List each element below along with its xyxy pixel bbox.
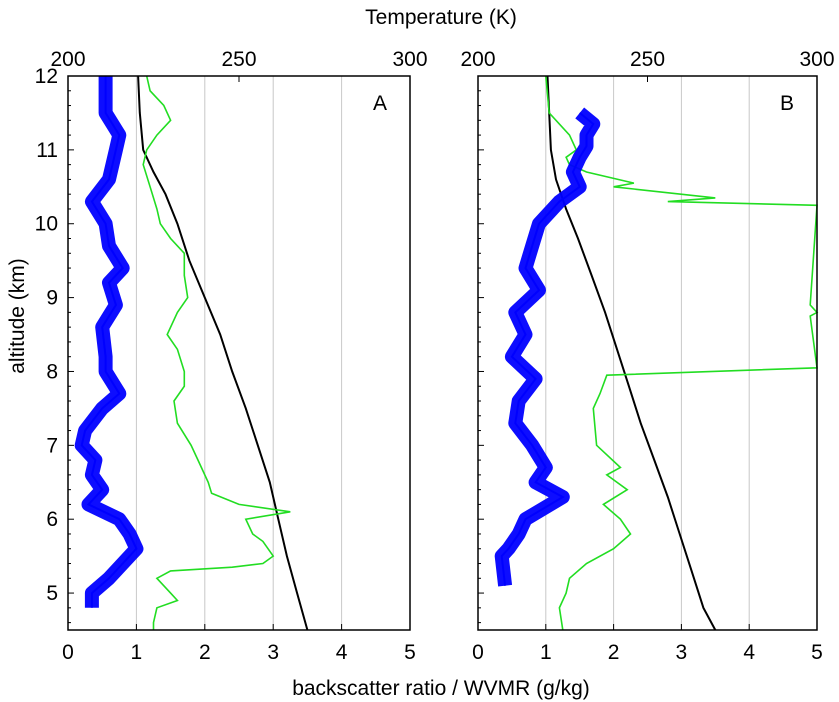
panel-b-temperature-line: [546, 75, 717, 631]
panel-a-backscatter-line: [80, 76, 138, 608]
panel-a-x-tick-label: 3: [267, 641, 279, 664]
panel-a-x-tick-label: 0: [62, 641, 74, 664]
panel-a-x-tick-label: 2: [199, 641, 211, 664]
panel-a-y-tick-label: 5: [46, 582, 58, 605]
panel-b-x2-tick-label: 250: [630, 48, 665, 71]
bottom-axis-label: backscatter ratio / WVMR (g/kg): [292, 677, 590, 700]
panel-a-x2-tick-label: 250: [221, 48, 256, 71]
panel-a-label: A: [373, 92, 387, 115]
panel-a-x2-tick-label: 200: [50, 48, 85, 71]
panel-a-x-tick-label: 4: [336, 641, 348, 664]
panel-b-x-tick-label: 2: [608, 641, 620, 664]
panel-b-x-tick-label: 0: [472, 641, 484, 664]
panel-a-x-tick-label: 1: [131, 641, 143, 664]
panel-b-frame: [477, 75, 818, 631]
panel-a-x2-tick-label: 300: [392, 48, 427, 71]
panel-a-temperature-line: [137, 75, 309, 631]
panel-b-x-tick-label: 4: [743, 641, 755, 664]
y-axis-label: altitude (km): [6, 258, 29, 374]
panel-a-y-tick-label: 8: [46, 360, 58, 383]
top-axis-label: Temperature (K): [365, 6, 517, 29]
panel-a-y-tick-label: 10: [35, 213, 58, 236]
panel-a-y-tick-label: 11: [36, 139, 58, 162]
panel-a-y-tick-label: 12: [35, 65, 58, 88]
panel-b-x-tick-label: 3: [676, 641, 688, 664]
panel-a-backscatter-band: [74, 76, 144, 608]
panel-b-backscatter-line: [500, 112, 595, 586]
panel-b-x2-tick-label: 300: [799, 48, 834, 71]
panel-b-x2-tick-label: 200: [460, 48, 495, 71]
panel-a-y-tick-label: 9: [46, 287, 58, 310]
panel-a-y-tick-label: 6: [46, 508, 58, 531]
panel-b-x-tick-label: 5: [811, 641, 823, 664]
panel-a-y-tick-label: 7: [46, 434, 58, 457]
panel-b-x-tick-label: 1: [540, 641, 552, 664]
panel-a-wvmr-line: [142, 75, 291, 630]
panel-b-label: B: [780, 92, 794, 115]
panel-a-x-tick-label: 5: [404, 641, 416, 664]
